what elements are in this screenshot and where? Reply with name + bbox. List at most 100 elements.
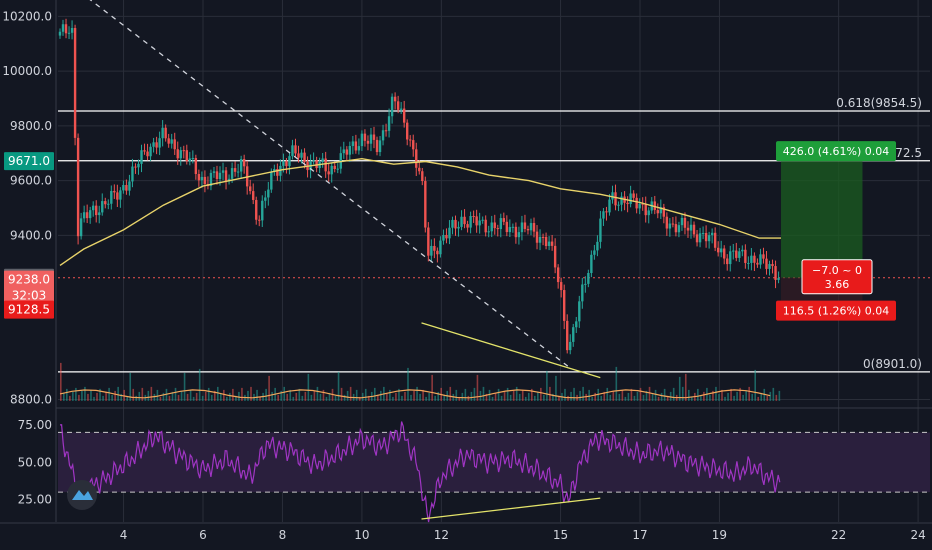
- volume-bar: [684, 373, 687, 401]
- volume-bar: [96, 392, 98, 401]
- candle-body: [384, 130, 388, 132]
- candle-body: [641, 203, 644, 205]
- volume-bar: [482, 386, 485, 401]
- candle-body: [264, 197, 267, 201]
- candle-body: [188, 158, 192, 162]
- candle-body: [357, 146, 361, 151]
- volume-bar: [229, 392, 231, 401]
- candle-body: [620, 196, 623, 205]
- volume-bar: [271, 391, 273, 401]
- volume-bar: [183, 372, 186, 401]
- volume-bar: [579, 390, 581, 401]
- candle-body: [596, 241, 599, 251]
- candle-body: [466, 224, 469, 228]
- rsi-trend-line[interactable]: [421, 497, 601, 520]
- candle-body: [372, 134, 376, 140]
- volume-bar: [458, 396, 461, 401]
- volume-bar: [703, 391, 705, 401]
- price-tick-label: 8800.0: [10, 393, 52, 407]
- price-scale-background: [0, 0, 56, 522]
- volume-bar: [425, 396, 427, 401]
- candle-body: [632, 193, 635, 198]
- candle-body: [584, 283, 587, 285]
- candle-body: [704, 233, 708, 242]
- candle-body: [683, 217, 687, 228]
- candle-body: [538, 236, 542, 243]
- volume-bar: [681, 386, 684, 401]
- profit-label-box: [776, 141, 896, 162]
- axes-layer: 10200.0 10000.0 9800.0 9600.0 9400.0 8800.0 75…: [0, 0, 926, 542]
- candle-body: [526, 228, 530, 231]
- candle-body: [215, 171, 219, 179]
- rsi-tick-label: 50.00: [18, 455, 52, 469]
- volume-bar: [615, 366, 618, 401]
- volume-bar: [600, 395, 603, 401]
- price-pane[interactable]: 0.618(9854.5) 72.5 0(8901.0) 426.0 (4.61%) …: [58, 0, 930, 401]
- volume-bar: [509, 394, 512, 401]
- volume-bar: [367, 395, 370, 401]
- candle-body: [677, 225, 681, 233]
- candle-body: [756, 262, 759, 265]
- candle-body: [590, 254, 593, 273]
- candle-body: [131, 166, 134, 182]
- candle-body: [611, 192, 614, 200]
- volume-bar: [304, 391, 307, 401]
- volume-bar: [633, 395, 636, 401]
- risk-reward-label-2: 3.66: [825, 278, 850, 291]
- candle-body: [562, 290, 566, 321]
- candle-body: [753, 255, 756, 263]
- volume-bar: [434, 395, 436, 401]
- candle-body: [390, 96, 394, 117]
- volume-bar: [147, 390, 150, 401]
- candle-body: [58, 31, 62, 36]
- fib-level-label: 0(8901.0): [863, 357, 922, 371]
- volume-bar: [337, 371, 340, 401]
- candle-body: [674, 224, 678, 233]
- volume-bar: [419, 393, 421, 401]
- volume-bar: [59, 362, 62, 401]
- candle-body: [608, 199, 611, 213]
- candle-body: [729, 251, 732, 265]
- candle-body: [200, 176, 204, 181]
- candle-body: [505, 221, 509, 233]
- loss-label-box: [776, 300, 896, 321]
- candle-body: [125, 184, 128, 191]
- downtrend-line[interactable]: [80, 0, 569, 368]
- volume-bar: [129, 372, 132, 401]
- fib-level-label: 72.5: [895, 146, 922, 160]
- candle-body: [161, 127, 164, 139]
- volume-bar: [235, 395, 237, 401]
- price-tick-label: 10200.0: [2, 9, 52, 23]
- volume-bar: [521, 389, 524, 401]
- price-trend-line[interactable]: [421, 322, 601, 379]
- volume-bar: [286, 393, 289, 401]
- time-tick-label: 10: [354, 528, 369, 542]
- volume-bar: [648, 386, 651, 401]
- volume-bar: [216, 386, 219, 401]
- profit-label: 426.0 (4.61%) 0.04: [783, 145, 890, 158]
- volume-bar: [283, 386, 286, 401]
- candle-body: [765, 258, 768, 269]
- candle-body: [581, 284, 584, 302]
- volume-bar: [165, 388, 168, 401]
- candle-body: [644, 204, 647, 216]
- candle-body: [457, 226, 460, 229]
- volume-bar: [642, 394, 645, 401]
- volume-bar: [159, 396, 162, 401]
- volume-bar: [476, 374, 479, 401]
- candle-body: [656, 210, 659, 214]
- volume-bar: [238, 391, 240, 401]
- time-tick-label: 24: [910, 528, 925, 542]
- rsi-pane[interactable]: [58, 421, 930, 523]
- candle-body: [82, 212, 86, 219]
- position-profit-zone[interactable]: [781, 161, 863, 278]
- candle-body: [559, 282, 563, 291]
- price-tag-box: [4, 270, 54, 289]
- volume-bar: [488, 389, 491, 401]
- tradingview-logo[interactable]: [67, 480, 97, 510]
- candle-body: [556, 267, 560, 283]
- candle-body: [716, 247, 720, 253]
- volume-bar: [135, 395, 138, 401]
- candle-body: [698, 233, 702, 243]
- risk-reward-box: [801, 259, 873, 295]
